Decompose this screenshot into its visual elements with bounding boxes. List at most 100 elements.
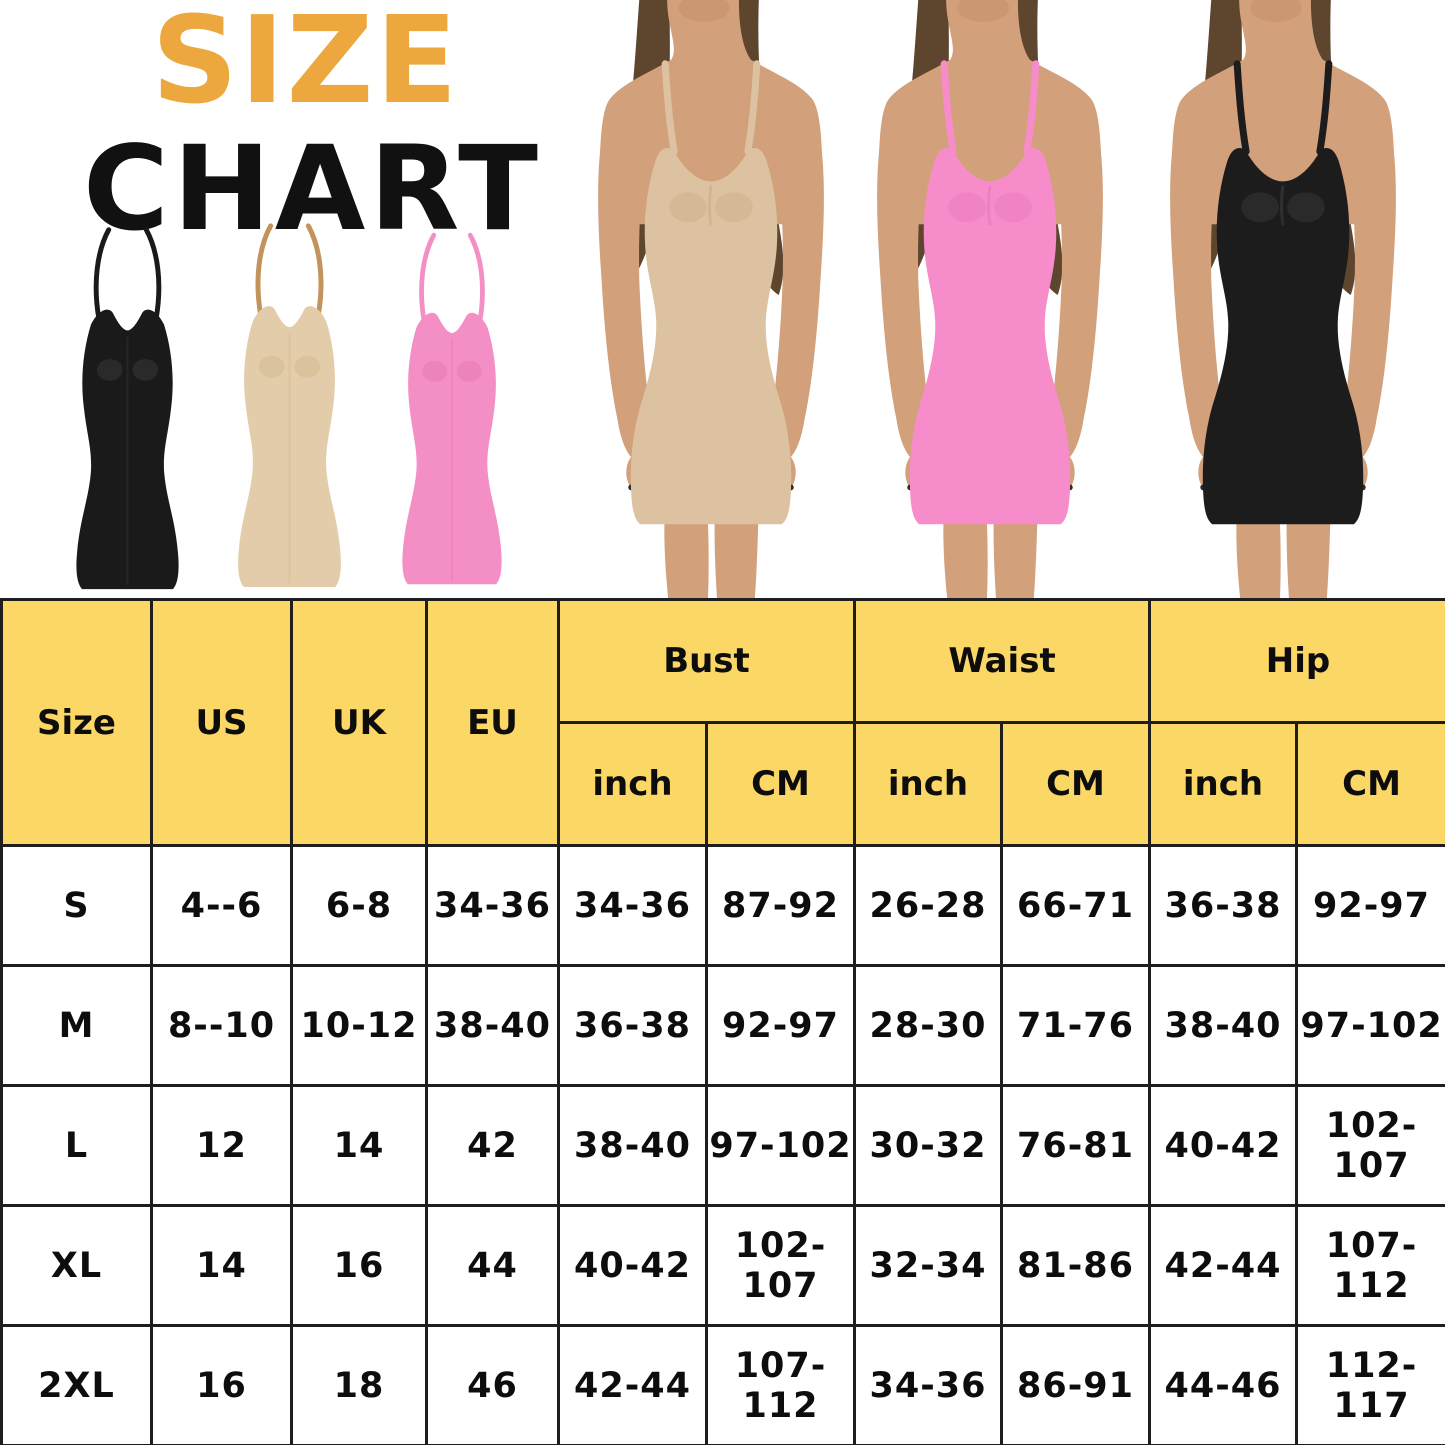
bust-shading bbox=[948, 192, 987, 223]
dress-body bbox=[909, 148, 1071, 525]
value-cell: 30-32 bbox=[853, 1084, 1003, 1207]
bust-shading bbox=[669, 192, 708, 223]
value-cell: 34-36 bbox=[557, 844, 708, 967]
value-cell: 92-97 bbox=[705, 964, 856, 1087]
size-cell: L bbox=[0, 1084, 153, 1207]
model-pink-dress-figure bbox=[877, 0, 1103, 598]
model-nude-dress-figure bbox=[598, 0, 824, 598]
bust-shading bbox=[258, 355, 285, 378]
neckline-shading bbox=[987, 185, 992, 226]
header-sub-hip-inch: inch bbox=[1148, 721, 1299, 847]
table-row-2xl: 2XL 16 18 46 42-44 107-112 34-36 86-91 44-46 112-… bbox=[0, 1324, 1445, 1445]
left-leg bbox=[1236, 503, 1281, 598]
table-row-s: S 4--6 6-8 34-36 34-36 87-92 26-28 66-71 36-38 92… bbox=[0, 844, 1445, 967]
header-sub-bust-inch: inch bbox=[557, 721, 708, 847]
value-cell: 42-44 bbox=[557, 1324, 708, 1445]
value-cell: 66-71 bbox=[999, 844, 1152, 967]
value-cell: 46 bbox=[425, 1324, 560, 1445]
right-arm bbox=[1342, 119, 1396, 465]
header-group-hip: Hip bbox=[1148, 598, 1445, 724]
value-cell: 36-38 bbox=[1148, 844, 1299, 967]
size-cell: M bbox=[0, 964, 153, 1087]
bust-shading bbox=[294, 355, 321, 378]
product-photo-pink bbox=[373, 216, 531, 590]
product-photo-black bbox=[45, 210, 210, 595]
bust-shading bbox=[96, 359, 123, 381]
bust-shading bbox=[1241, 192, 1280, 223]
dress-body bbox=[402, 312, 502, 585]
size-cell: S bbox=[0, 844, 153, 967]
value-cell: 112-117 bbox=[1295, 1324, 1445, 1445]
product-dress-photos bbox=[25, 200, 570, 598]
header-eu: EU bbox=[425, 598, 560, 847]
value-cell: 6-8 bbox=[290, 844, 428, 967]
value-cell: 92-97 bbox=[1295, 844, 1445, 967]
model-photo-black-dress bbox=[1121, 0, 1445, 598]
right-leg bbox=[993, 503, 1038, 598]
dress-strap bbox=[744, 60, 761, 155]
header-size: Size bbox=[0, 598, 153, 847]
left-arm bbox=[877, 119, 931, 465]
dress-body bbox=[238, 306, 341, 588]
size-cell: XL bbox=[0, 1204, 153, 1327]
value-cell: 40-42 bbox=[1148, 1084, 1299, 1207]
value-cell: 16 bbox=[150, 1324, 293, 1445]
value-cell: 14 bbox=[290, 1084, 428, 1207]
value-cell: 44 bbox=[425, 1204, 560, 1327]
product-photo-nude bbox=[207, 206, 372, 593]
value-cell: 38-40 bbox=[557, 1084, 708, 1207]
dress-body bbox=[76, 309, 179, 590]
value-cell: 97-102 bbox=[705, 1084, 856, 1207]
value-cell: 4--6 bbox=[150, 844, 293, 967]
left-leg bbox=[664, 503, 709, 598]
dress-body bbox=[630, 148, 792, 525]
value-cell: 10-12 bbox=[290, 964, 428, 1087]
left-arm bbox=[598, 119, 652, 465]
chin-shadow bbox=[957, 0, 1009, 22]
value-cell: 71-76 bbox=[999, 964, 1152, 1087]
bust-shading bbox=[422, 360, 448, 382]
value-cell: 107-112 bbox=[705, 1324, 856, 1445]
value-cell: 102-107 bbox=[705, 1204, 856, 1327]
right-leg bbox=[1286, 503, 1331, 598]
dress-strap bbox=[93, 227, 112, 322]
pink-slip-dress-figure bbox=[402, 232, 502, 585]
bust-shading bbox=[993, 192, 1032, 223]
header-sub-hip-cm: CM bbox=[1295, 721, 1445, 847]
black-slip-dress-figure bbox=[76, 227, 179, 590]
size-cell: 2XL bbox=[0, 1324, 153, 1445]
neckline-shading bbox=[1280, 185, 1285, 226]
value-cell: 36-38 bbox=[557, 964, 708, 1087]
header-group-bust: Bust bbox=[557, 598, 856, 724]
title-size-word: SIZE bbox=[151, 0, 460, 131]
value-cell: 32-34 bbox=[853, 1204, 1003, 1327]
table-row-l: L 12 14 42 38-40 97-102 30-32 76-81 40-42 102-107 bbox=[0, 1084, 1445, 1207]
dress-strap bbox=[1233, 60, 1250, 155]
bust-shading bbox=[132, 359, 159, 381]
value-cell: 38-40 bbox=[1148, 964, 1299, 1087]
dress-strap bbox=[419, 232, 437, 324]
header-sub-waist-cm: CM bbox=[999, 721, 1152, 847]
dress-strap bbox=[1316, 60, 1333, 155]
value-cell: 81-86 bbox=[999, 1204, 1152, 1327]
value-cell: 97-102 bbox=[1295, 964, 1445, 1087]
value-cell: 8--10 bbox=[150, 964, 293, 1087]
page-title: SIZE CHART bbox=[83, 0, 538, 248]
header-group-waist: Waist bbox=[852, 598, 1152, 724]
dress-strap bbox=[661, 60, 678, 155]
value-cell: 18 bbox=[290, 1324, 428, 1445]
left-leg bbox=[943, 503, 988, 598]
model-photo-nude-dress bbox=[555, 0, 867, 598]
value-cell: 26-28 bbox=[853, 844, 1003, 967]
neckline-shading bbox=[708, 185, 713, 226]
left-arm bbox=[1170, 119, 1224, 465]
value-cell: 40-42 bbox=[557, 1204, 708, 1327]
nude-slip-dress-figure bbox=[238, 223, 341, 588]
model-black-dress-figure bbox=[1170, 0, 1396, 598]
bust-shading bbox=[1286, 192, 1325, 223]
header-sub-waist-inch: inch bbox=[853, 721, 1003, 847]
size-table: Size US UK EU Bust Waist Hip inch CM inch CM inch CM… bbox=[0, 598, 1445, 1445]
dress-strap bbox=[305, 223, 324, 318]
dress-strap bbox=[940, 60, 957, 155]
